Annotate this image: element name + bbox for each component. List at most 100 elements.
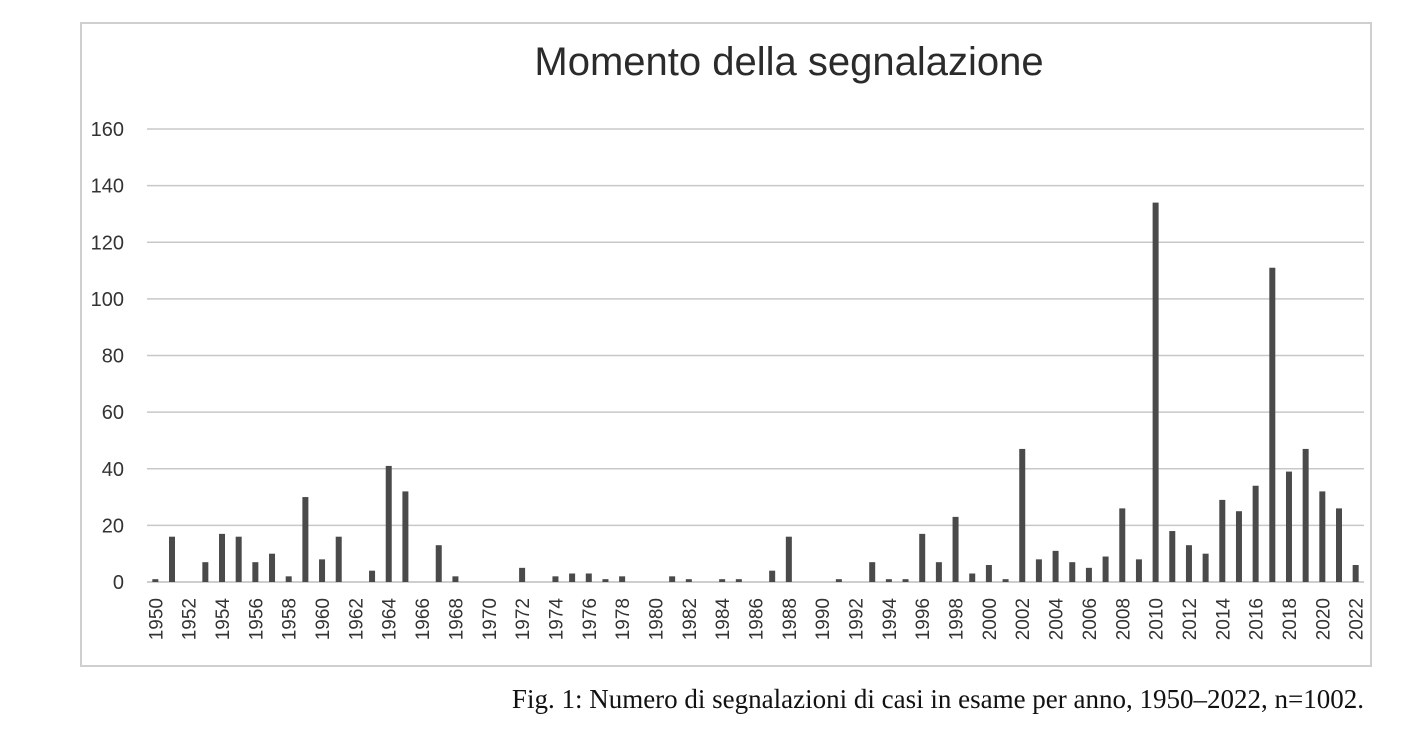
bar-2018: [1285, 471, 1292, 582]
bar-1956: [252, 562, 259, 582]
bar-1953: [202, 562, 209, 582]
bar-1985: [735, 579, 742, 582]
y-tick-label: 20: [102, 515, 124, 537]
bar-1972: [519, 567, 526, 582]
bar-1976: [585, 573, 592, 582]
x-tick-label: 1966: [413, 598, 434, 640]
bar-1984: [719, 579, 726, 582]
bar-1961: [335, 536, 342, 582]
bar-2002: [1019, 448, 1026, 582]
gridlines: [147, 128, 1364, 583]
x-tick-label: 2022: [1347, 598, 1368, 640]
y-tick-label: 80: [102, 346, 124, 368]
figure-caption: Fig. 1: Numero di segnalazioni di casi i…: [511, 684, 1364, 714]
bar-1960: [319, 559, 326, 582]
bar-1977: [602, 579, 609, 582]
bar-2020: [1319, 491, 1326, 582]
bar-2019: [1302, 448, 1309, 582]
bar-1965: [402, 491, 409, 582]
x-tick-label: 2014: [1213, 598, 1234, 641]
bar-1963: [369, 570, 376, 582]
x-tick-label: 1986: [747, 598, 768, 640]
bar-chart: Momento della segnalazione 0 20 40 60 80 100 1…: [91, 40, 1368, 641]
x-tick-label: 1964: [380, 598, 401, 641]
x-tick-label: 2016: [1247, 598, 1268, 640]
x-axis-ticks: 1950 1952 1954 1956 1958 1960 1962 1964 1966 1968…: [146, 598, 1367, 641]
x-tick-label: 1994: [880, 598, 901, 641]
bar-1968: [452, 576, 459, 582]
x-tick-label: 1980: [646, 598, 667, 640]
x-tick-label: 1950: [146, 598, 167, 640]
y-tick-label: 40: [102, 459, 124, 481]
x-tick-label: 1958: [280, 598, 301, 640]
bar-1999: [969, 573, 976, 582]
bar-2009: [1135, 559, 1142, 582]
x-tick-label: 2012: [1180, 598, 1201, 640]
bar-1996: [919, 533, 926, 582]
bar-2008: [1119, 508, 1126, 582]
chart-title: Momento della segnalazione: [534, 40, 1043, 84]
x-tick-label: 2004: [1047, 598, 1068, 641]
bar-2017: [1269, 267, 1276, 582]
y-tick-label: 120: [91, 232, 124, 254]
x-tick-label: 2000: [980, 598, 1001, 640]
bar-1991: [835, 579, 842, 582]
x-tick-label: 2002: [1013, 598, 1034, 640]
x-tick-label: 1972: [513, 598, 534, 640]
bar-2000: [985, 565, 992, 582]
bar-2022: [1352, 565, 1359, 582]
bar-2004: [1052, 550, 1059, 582]
x-tick-label: 1988: [780, 598, 801, 640]
bar-2005: [1069, 562, 1076, 582]
bar-1951: [169, 536, 176, 582]
bar-1995: [902, 579, 909, 582]
bar-2021: [1335, 508, 1342, 582]
chart-frame: [80, 22, 1372, 667]
x-tick-label: 1968: [446, 598, 467, 640]
bar-2007: [1102, 556, 1109, 582]
x-tick-label: 1952: [180, 598, 201, 640]
x-tick-label: 1984: [713, 598, 734, 641]
bar-2011: [1169, 531, 1176, 582]
x-tick-label: 2006: [1080, 598, 1101, 640]
bar-2012: [1185, 545, 1192, 582]
bar-1959: [302, 497, 309, 582]
x-tick-label: 1970: [480, 598, 501, 640]
bar-2010: [1152, 202, 1159, 583]
bar-1993: [869, 562, 876, 582]
y-tick-label: 100: [91, 289, 124, 311]
x-tick-label: 1990: [813, 598, 834, 640]
y-tick-label: 160: [91, 119, 124, 141]
bar-2014: [1219, 499, 1226, 582]
bar-1982: [685, 579, 692, 582]
x-tick-label: 2008: [1113, 598, 1134, 640]
bar-1967: [435, 545, 442, 582]
bar-1994: [885, 579, 892, 582]
y-axis-ticks: 0 20 40 60 80 100 120 140 160: [91, 119, 124, 594]
bar-1981: [669, 576, 676, 582]
bar-1958: [285, 576, 292, 582]
bar-1987: [769, 570, 776, 582]
bar-1964: [385, 465, 392, 582]
bar-1988: [785, 536, 792, 582]
x-tick-label: 1998: [947, 598, 968, 640]
x-tick-label: 1974: [546, 598, 567, 641]
x-tick-label: 1982: [680, 598, 701, 640]
bar-1955: [235, 536, 242, 582]
x-tick-label: 1954: [213, 598, 234, 641]
x-tick-label: 1996: [913, 598, 934, 640]
x-tick-label: 1960: [313, 598, 334, 640]
bar-1978: [619, 576, 626, 582]
bar-2001: [1002, 579, 1009, 582]
y-tick-label: 140: [91, 176, 124, 198]
bar-2016: [1252, 485, 1259, 582]
bar-1950: [152, 579, 159, 582]
x-tick-label: 2020: [1313, 598, 1334, 640]
x-tick-label: 2010: [1147, 598, 1168, 640]
x-tick-label: 1978: [613, 598, 634, 640]
x-tick-label: 2018: [1280, 598, 1301, 640]
bar-2013: [1202, 553, 1209, 582]
bar-1957: [269, 553, 276, 582]
x-tick-label: 1956: [246, 598, 267, 640]
bar-2003: [1035, 559, 1042, 582]
